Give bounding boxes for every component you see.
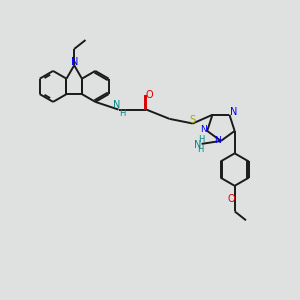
Text: N: N: [70, 57, 78, 67]
Text: N: N: [200, 125, 207, 134]
Text: H: H: [198, 135, 205, 144]
Text: N: N: [214, 136, 220, 146]
Text: O: O: [228, 194, 235, 204]
Text: H: H: [119, 109, 126, 118]
Text: N: N: [113, 100, 120, 110]
Text: N: N: [230, 107, 237, 117]
Text: H: H: [197, 145, 203, 154]
Text: N: N: [194, 140, 202, 150]
Text: O: O: [146, 90, 153, 100]
Text: S: S: [190, 115, 196, 124]
